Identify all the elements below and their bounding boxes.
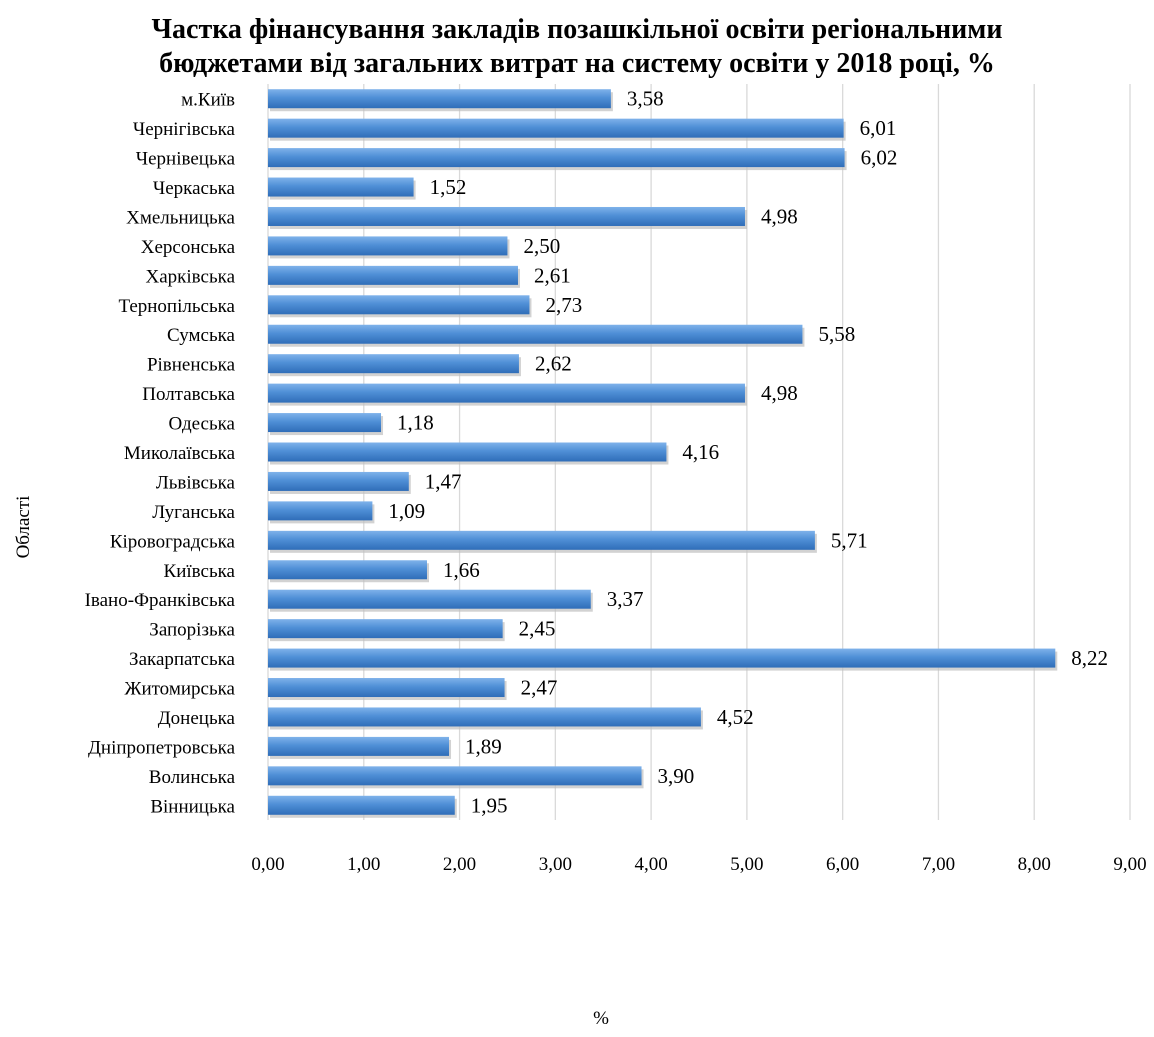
data-label: 4,16 — [682, 440, 719, 464]
data-label: 1,89 — [465, 734, 502, 758]
bar — [268, 118, 844, 138]
x-tick-label: 8,00 — [1018, 854, 1051, 875]
bar — [268, 795, 455, 815]
data-label: 1,09 — [388, 499, 425, 523]
category-label: Кіровоградська — [110, 531, 236, 552]
category-label: Луганська — [152, 502, 235, 523]
bar — [268, 736, 450, 756]
data-label: 2,61 — [534, 263, 571, 287]
category-label: Івано-Франківська — [85, 590, 236, 611]
bar — [268, 648, 1056, 668]
bar — [268, 295, 530, 315]
category-label: Миколаївська — [124, 443, 236, 464]
data-label: 1,66 — [443, 558, 480, 582]
category-label: Хмельницька — [126, 207, 235, 228]
data-label: 1,95 — [471, 793, 508, 817]
category-label: Запорізька — [149, 620, 235, 641]
category-label: Черкаська — [153, 178, 236, 199]
category-label: Львівська — [156, 472, 236, 493]
bar — [268, 707, 701, 727]
data-label: 2,62 — [535, 352, 572, 376]
category-label: Одеська — [168, 414, 235, 435]
category-label: м.Київ — [181, 90, 235, 111]
category-label: Чернігівська — [133, 119, 236, 140]
bar — [268, 383, 745, 403]
category-label: Вінницька — [150, 796, 235, 817]
category-labels: м.Київ Чернігівська Чернівецька Черкаська Хм… — [85, 90, 236, 818]
category-label: Полтавська — [142, 384, 235, 405]
bar — [268, 678, 505, 698]
bar — [268, 265, 518, 285]
x-tick-labels: 0,00 1,00 2,00 3,00 4,00 5,00 6,00 7,00 8,00 9,00 — [251, 854, 1146, 875]
x-tick-label: 2,00 — [443, 854, 476, 875]
x-tick-label: 4,00 — [634, 854, 667, 875]
data-label: 6,02 — [861, 146, 898, 170]
x-axis-title: % — [593, 1008, 609, 1029]
chart-title: Частка фінансування закладів позашкільно… — [151, 14, 1002, 79]
bar — [268, 177, 414, 197]
data-label: 6,01 — [860, 116, 897, 140]
bar — [268, 766, 642, 786]
category-label: Сумська — [167, 325, 236, 346]
x-tick-label: 5,00 — [730, 854, 763, 875]
chart-title-line: бюджетами від загальних витрат на систем… — [159, 48, 995, 79]
bar — [268, 413, 382, 433]
data-label: 3,90 — [658, 764, 695, 788]
data-label: 1,52 — [430, 175, 467, 199]
x-tick-label: 9,00 — [1113, 854, 1146, 875]
category-label: Дніпропетровська — [88, 737, 236, 758]
category-label: Волинська — [149, 767, 236, 788]
bar — [268, 324, 803, 344]
data-label: 8,22 — [1071, 646, 1108, 670]
bar — [268, 471, 409, 491]
category-label: Харківська — [146, 266, 236, 287]
data-label: 4,98 — [761, 381, 798, 405]
category-label: Донецька — [158, 708, 236, 729]
category-label: Рівненська — [147, 355, 236, 376]
category-label: Чернівецька — [136, 149, 236, 170]
data-label: 4,52 — [717, 705, 754, 729]
data-label: 4,98 — [761, 204, 798, 228]
bar — [268, 501, 373, 521]
category-label: Херсонська — [141, 237, 236, 258]
bar — [268, 530, 815, 550]
data-label: 1,18 — [397, 411, 434, 435]
data-label: 1,47 — [425, 469, 462, 493]
category-label: Тернопільська — [118, 296, 235, 317]
data-label: 2,50 — [523, 234, 560, 258]
data-label: 3,58 — [627, 87, 664, 111]
data-label: 3,37 — [607, 587, 644, 611]
bar — [268, 89, 611, 109]
data-label: 2,47 — [521, 676, 558, 700]
data-label: 2,45 — [519, 617, 556, 641]
x-tick-label: 7,00 — [922, 854, 955, 875]
y-axis-title: Області — [13, 496, 34, 559]
bar — [268, 619, 503, 639]
bar — [268, 354, 519, 374]
bar — [268, 442, 667, 462]
bar — [268, 206, 745, 226]
x-tick-label: 0,00 — [251, 854, 284, 875]
bar — [268, 589, 591, 609]
category-label: Житомирська — [124, 679, 235, 700]
data-label: 5,58 — [818, 322, 855, 346]
bar — [268, 560, 427, 580]
category-label: Київська — [164, 561, 236, 582]
chart-title-line: Частка фінансування закладів позашкільно… — [151, 14, 1002, 45]
category-label: Закарпатська — [129, 649, 236, 670]
bars: 3,58 6,01 6,02 1,52 4,98 2,50 2,61 2,73 5,58 2,62… — [268, 87, 1108, 818]
data-label: 5,71 — [831, 528, 868, 552]
bar — [268, 236, 508, 256]
x-tick-label: 1,00 — [347, 854, 380, 875]
bar — [268, 148, 845, 168]
data-label: 2,73 — [545, 293, 582, 317]
x-tick-label: 6,00 — [826, 854, 859, 875]
x-tick-label: 3,00 — [539, 854, 572, 875]
